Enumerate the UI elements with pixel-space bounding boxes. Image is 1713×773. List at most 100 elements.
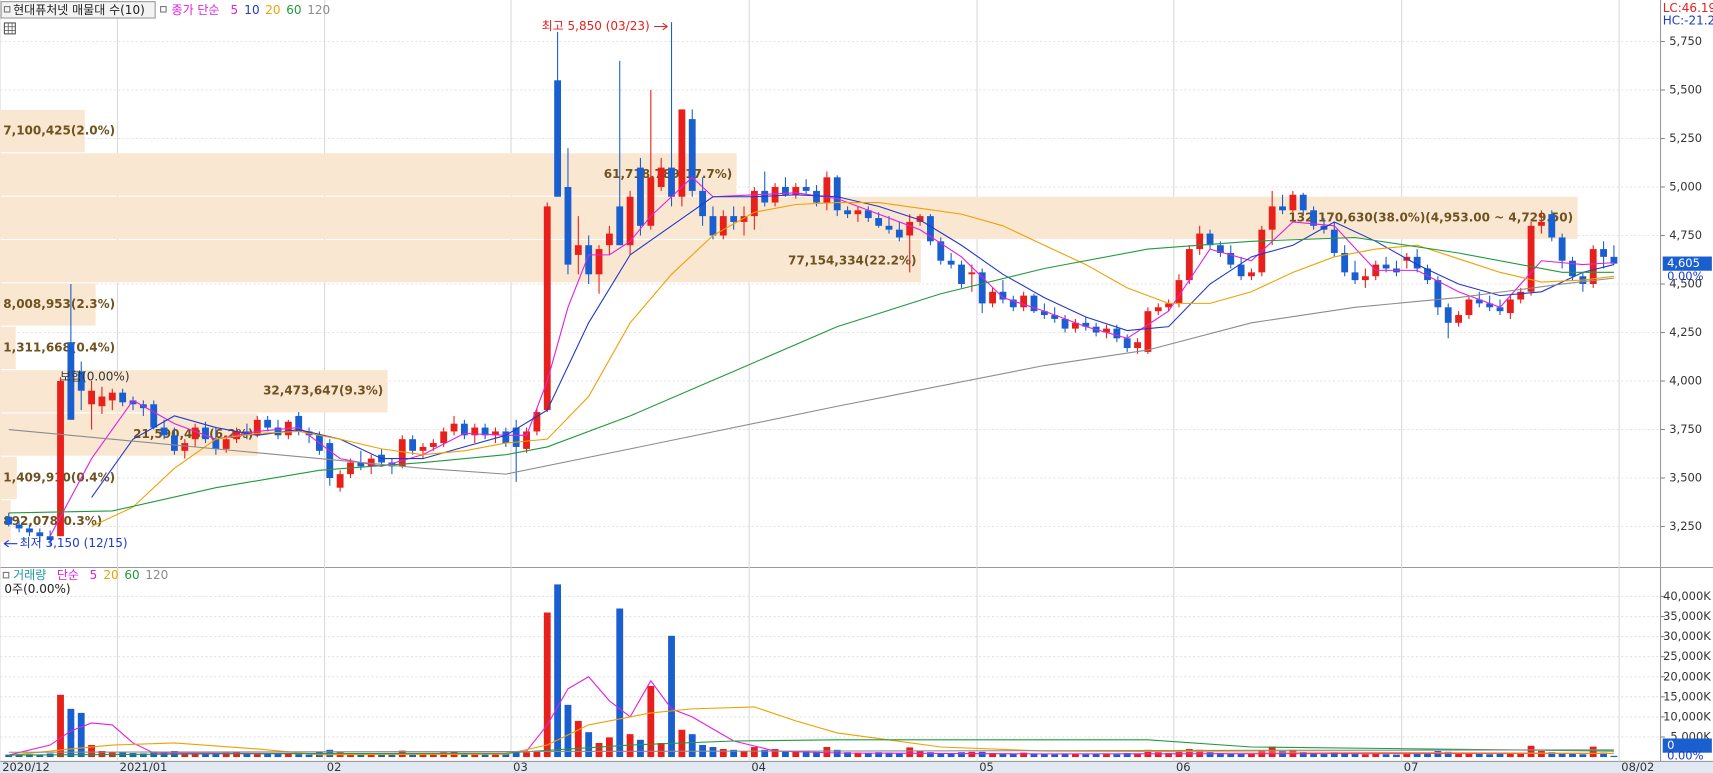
candle-body (1434, 280, 1442, 308)
candle-body (1134, 342, 1141, 349)
candle-body (1506, 299, 1514, 314)
volume-bar (1444, 751, 1452, 758)
hc-label: HC:-21.2 (1663, 13, 1713, 27)
moving-average (8, 236, 1614, 514)
volume-bar (637, 739, 644, 758)
volume-bar (554, 584, 562, 758)
y-tick-label: 40,000K (1663, 589, 1711, 603)
volume-bar (1475, 753, 1483, 758)
volume-bar (1506, 753, 1514, 758)
volume-bar (1082, 754, 1090, 758)
candle-body (67, 342, 75, 420)
legend-item: 120 (307, 3, 330, 17)
candle-body (419, 446, 427, 451)
volume-bar (782, 751, 789, 758)
annotation-arrow (654, 22, 669, 31)
candle-body (668, 167, 675, 197)
volume-subtitle: 0주(0.00%) (4, 582, 70, 596)
moving-average (8, 277, 1614, 475)
candle-body (1424, 268, 1431, 281)
volume-bar (378, 753, 385, 758)
candle-body (1382, 264, 1390, 269)
volume-bar (1413, 753, 1421, 758)
legend-item: 10 (244, 3, 259, 17)
candle-body (367, 458, 375, 467)
volume-bar (989, 753, 996, 758)
volume-bar (1382, 754, 1390, 758)
candle-body (1558, 237, 1566, 261)
annotation: 보합(0.00%) (60, 370, 130, 384)
volume-bar (26, 754, 33, 758)
candle-body (171, 435, 178, 451)
legend-icon (160, 6, 167, 13)
annotation: 최저 3,150 (12/15) (20, 536, 128, 550)
volume-bar (1361, 754, 1369, 758)
candle-body (77, 371, 85, 391)
candle-body (212, 439, 220, 449)
y-tick-label: 30,000K (1663, 629, 1711, 643)
y-tick-label: 3,750 (1669, 422, 1702, 436)
candle-body (554, 80, 562, 197)
candle-body (999, 291, 1007, 300)
volume-bar (844, 752, 851, 758)
volume-bar (1113, 754, 1121, 758)
candle-body (585, 245, 593, 275)
candle-body (150, 404, 158, 428)
volume-bar (1071, 753, 1079, 758)
candle-body (719, 216, 727, 236)
volume-bar (1465, 753, 1473, 758)
annotation: 최고 5,850 (03/23) (542, 19, 650, 33)
candle-body (1589, 249, 1597, 285)
moving-average (8, 739, 1614, 756)
candle-body (844, 210, 851, 215)
x-tick-label: 07 (1404, 760, 1419, 773)
legend-item: 20 (265, 3, 280, 17)
volume-profile-label: 892,078(0.3%) (3, 514, 102, 528)
candle-body (264, 419, 272, 428)
candle-body (1413, 256, 1421, 269)
candle-body (1165, 303, 1173, 308)
last-price-label: 4,605 (1667, 256, 1700, 270)
y-tick-label: 15,000K (1663, 689, 1711, 703)
candle-body (958, 264, 965, 285)
candle-body (1517, 291, 1525, 300)
volume-bar (202, 753, 209, 758)
volume-bar (388, 753, 396, 758)
volume-bar (916, 751, 924, 758)
candle-body (1227, 252, 1235, 265)
moving-average (8, 706, 1614, 756)
date-strip (0, 761, 1713, 773)
x-tick-label: 03 (513, 760, 528, 773)
volume-bar (57, 694, 64, 758)
volume-profile-label: 7,100,425(2.0%) (3, 124, 115, 138)
candle-body (1527, 225, 1535, 292)
volume-bar (1610, 755, 1618, 758)
volume-bar (88, 745, 96, 758)
last-volume-change: 0.00% (1667, 748, 1704, 762)
candle-body (916, 216, 924, 222)
candle-body (1268, 206, 1276, 230)
volume-bar (1517, 753, 1525, 758)
candle-body (782, 187, 789, 195)
volume-profile-label: 77,154,334(22.2%) (788, 254, 917, 268)
chart-title: 현대퓨처넷 매물대 수(10) (13, 3, 145, 17)
volume-bar (1227, 753, 1235, 758)
volume-bar (937, 753, 945, 758)
candle-body (1279, 206, 1286, 211)
candle-body (616, 206, 624, 246)
volume-bar (1424, 753, 1431, 758)
table-icon[interactable] (3, 22, 16, 35)
volume-bar (1020, 752, 1028, 758)
volume-profile-band (0, 109, 85, 153)
candle-body (46, 536, 54, 541)
candle-body (750, 190, 758, 217)
candle-body (1610, 256, 1618, 264)
title-icon (3, 6, 11, 13)
legend-item: 120 (145, 568, 168, 582)
moving-average (91, 194, 1615, 498)
candle-body (191, 427, 199, 440)
candle-body (15, 524, 23, 529)
candle-body (1496, 307, 1504, 312)
volume-bar (927, 752, 934, 758)
title-box[interactable] (0, 1, 156, 19)
